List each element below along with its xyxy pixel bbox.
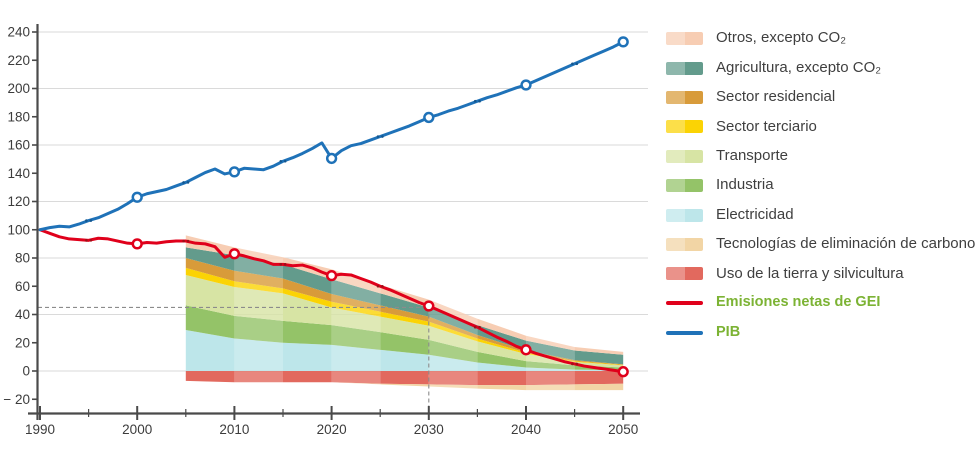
legend-item-electricidad: Electricidad [666, 200, 976, 229]
svg-text:20: 20 [15, 335, 30, 350]
svg-text:2000: 2000 [122, 422, 152, 437]
legend-item-emisiones-netas: Emisiones netas de GEI [666, 289, 976, 318]
svg-text:1990: 1990 [25, 422, 55, 437]
svg-text:240: 240 [7, 25, 30, 40]
residencial-swatch-icon [666, 90, 703, 104]
legend-item-transporte: Transporte [666, 142, 976, 171]
svg-text:140: 140 [7, 166, 30, 181]
chart-legend: Otros, excepto CO₂ Agricultura, excepto … [666, 24, 976, 347]
svg-text:120: 120 [7, 194, 30, 209]
svg-text:160: 160 [7, 138, 30, 153]
agricultura-swatch-icon [666, 61, 703, 75]
svg-text:− 20: − 20 [3, 392, 30, 407]
legend-item-residencial: Sector residencial [666, 83, 976, 112]
legend-item-label: Emisiones netas de GEI [716, 294, 881, 311]
terciario-swatch-icon [666, 120, 703, 134]
eliminacion-carbono-swatch-icon [666, 237, 703, 251]
svg-text:220: 220 [7, 53, 30, 68]
legend-item-label: Agricultura, excepto CO₂ [716, 58, 882, 76]
svg-text:100: 100 [7, 222, 30, 237]
legend-item-label: Tecnologías de eliminación de carbono [716, 235, 976, 253]
legend-item-label: Otros, excepto CO₂ [716, 29, 847, 47]
legend-item-industria: Industria [666, 171, 976, 200]
legend-item-uso-tierra: Uso de la tierra y silvicultura [666, 259, 976, 288]
svg-text:0: 0 [22, 364, 30, 379]
svg-text:60: 60 [15, 279, 30, 294]
svg-text:180: 180 [7, 109, 30, 124]
legend-item-pib: PIB [666, 318, 976, 347]
svg-text:80: 80 [15, 251, 30, 266]
svg-text:2010: 2010 [219, 422, 249, 437]
pib-line-swatch-icon [666, 330, 703, 335]
legend-item-label: Sector terciario [716, 117, 817, 135]
electricidad-swatch-icon [666, 208, 703, 222]
legend-item-label: Transporte [716, 147, 788, 164]
svg-text:200: 200 [7, 81, 30, 96]
legend-item-label: Electricidad [716, 205, 794, 223]
svg-text:2050: 2050 [608, 422, 638, 437]
otros-swatch-icon [666, 32, 703, 46]
legend-item-label: PIB [716, 323, 741, 340]
legend-item-label: Uso de la tierra y silvicultura [716, 264, 904, 282]
legend-item-terciario: Sector terciario [666, 112, 976, 141]
legend-item-agricultura: Agricultura, excepto CO₂ [666, 53, 976, 82]
legend-item-label: Sector residencial [716, 88, 836, 106]
legend-item-label: Industria [716, 176, 774, 194]
legend-item-otros: Otros, excepto CO₂ [666, 24, 976, 53]
industria-swatch-icon [666, 179, 703, 193]
uso-tierra-swatch-icon [666, 267, 703, 281]
svg-text:2040: 2040 [511, 422, 541, 437]
svg-text:2020: 2020 [317, 422, 347, 437]
emisiones-line-swatch-icon [666, 301, 703, 306]
svg-text:40: 40 [15, 307, 30, 322]
svg-text:2030: 2030 [414, 422, 444, 437]
transporte-swatch-icon [666, 149, 703, 163]
legend-item-eliminacion-carbono: Tecnologías de eliminación de carbono [666, 230, 976, 259]
